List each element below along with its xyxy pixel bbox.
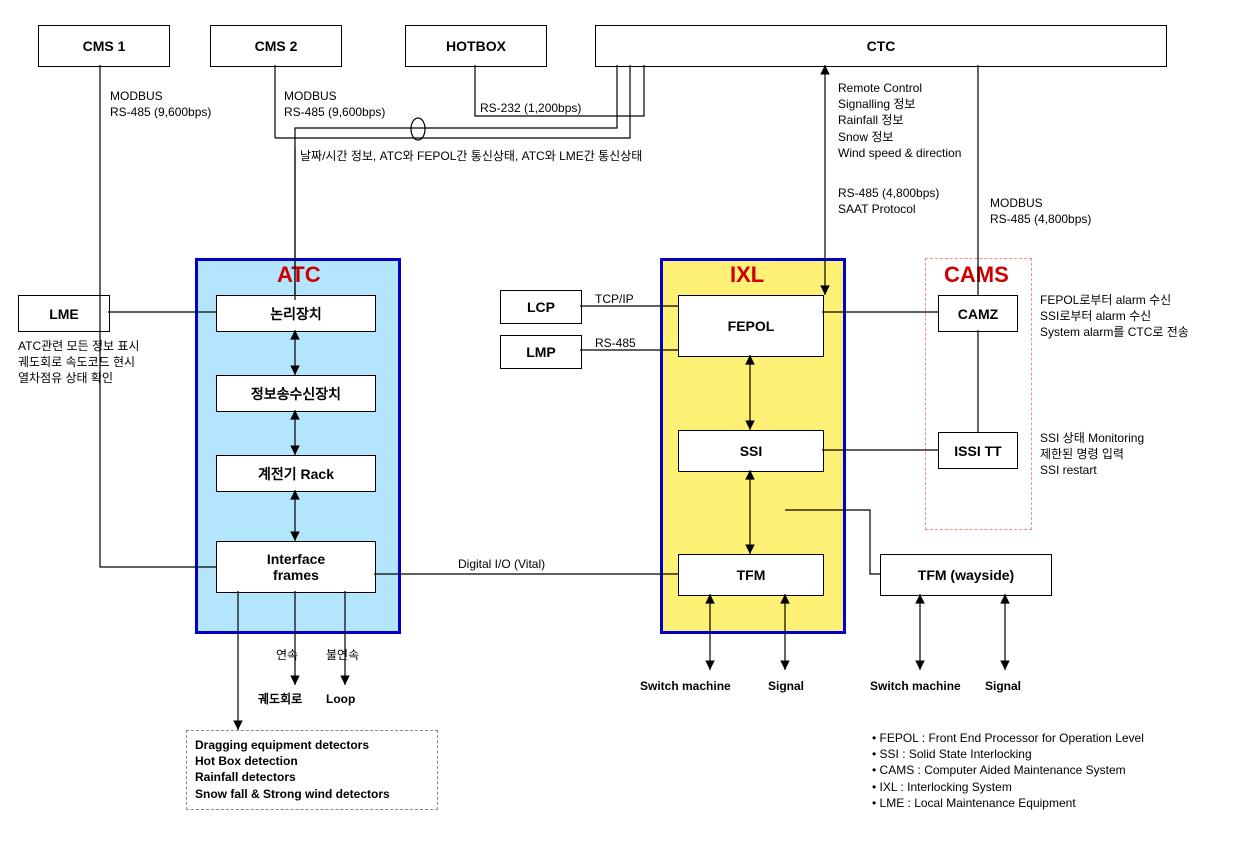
connections-svg: [0, 0, 1233, 844]
lbl-rs485-4800: RS-485 (4,800bps) SAAT Protocol: [838, 185, 939, 217]
lbl-bulyeonsok: 불연속: [326, 647, 359, 663]
lbl-modbus2: MODBUS RS-485 (9,600bps): [284, 88, 385, 120]
lbl-loop: Loop: [326, 691, 355, 707]
lbl-dio: Digital I/O (Vital): [458, 556, 545, 572]
lbl-rs485: RS-485: [595, 335, 636, 351]
lbl-signal2: Signal: [985, 678, 1021, 694]
lbl-korean-bus: 날짜/시간 정보, ATC와 FEPOL간 통신상태, ATC와 LME간 통신…: [300, 148, 642, 164]
lbl-lme-note: ATC관련 모든 정보 표시 궤도회로 속도코드 현시 열차점유 상태 확인: [18, 338, 139, 387]
lbl-yeonsok: 연속: [276, 647, 298, 663]
lbl-modbus3: MODBUS RS-485 (4,800bps): [990, 195, 1091, 227]
diagram-canvas: ATC IXL CAMS CMS 1 CMS 2 HOTBOX CTC LME …: [0, 0, 1233, 844]
lbl-signal1: Signal: [768, 678, 804, 694]
lbl-ctc-right: Remote Control Signalling 정보 Rainfall 정보…: [838, 80, 961, 161]
lbl-camz-note: FEPOL로부터 alarm 수신 SSI로부터 alarm 수신 System…: [1040, 292, 1189, 341]
lbl-switch2: Switch machine: [870, 678, 961, 694]
lbl-detectors: Dragging equipment detectors Hot Box det…: [195, 737, 390, 802]
lbl-rs232: RS-232 (1,200bps): [480, 100, 581, 116]
lbl-tcpip: TCP/IP: [595, 291, 634, 307]
lbl-gwedo: 궤도회로: [258, 691, 302, 707]
lbl-switch1: Switch machine: [640, 678, 731, 694]
lbl-legend: • FEPOL : Front End Processor for Operat…: [872, 730, 1144, 811]
lbl-modbus1: MODBUS RS-485 (9,600bps): [110, 88, 211, 120]
lbl-issi-note: SSI 상태 Monitoring 제한된 명령 입력 SSI restart: [1040, 430, 1144, 479]
